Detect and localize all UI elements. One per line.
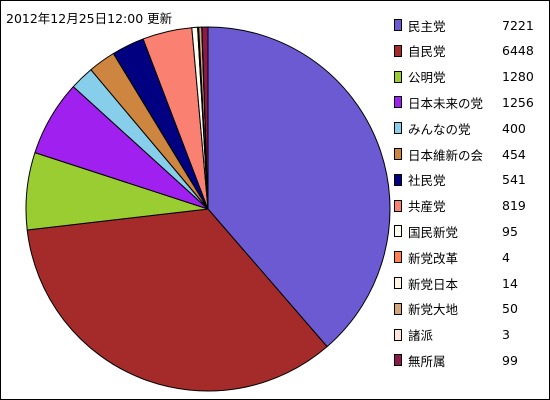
legend-label: 日本維新の会 bbox=[408, 147, 484, 163]
legend-value: 3 bbox=[502, 327, 510, 343]
legend-item: 公明党 1280 bbox=[394, 69, 534, 85]
legend-label: 国民新党 bbox=[408, 224, 459, 240]
legend-value: 541 bbox=[502, 172, 526, 188]
legend-value: 1280 bbox=[502, 69, 534, 85]
legend-item: みんなの党 400 bbox=[394, 120, 526, 137]
legend-swatch bbox=[394, 277, 402, 289]
legend-item: 社民党 541 bbox=[394, 172, 526, 188]
legend-value: 819 bbox=[502, 198, 526, 214]
legend-swatch bbox=[394, 96, 402, 109]
legend-item: 新党日本 14 bbox=[394, 275, 518, 292]
pie-slice-13 bbox=[201, 26, 209, 210]
legend-item: 新党改革 4 bbox=[394, 249, 510, 266]
legend-swatch bbox=[394, 44, 402, 57]
legend-value: 400 bbox=[502, 120, 526, 136]
legend-label: 公明党 bbox=[408, 70, 446, 86]
legend-swatch bbox=[394, 173, 402, 186]
legend-swatch bbox=[394, 122, 402, 135]
legend-swatch bbox=[394, 328, 402, 341]
legend-item: 無所属 99 bbox=[394, 352, 518, 369]
legend-swatch bbox=[394, 302, 402, 315]
legend-swatch bbox=[394, 70, 402, 83]
legend-value: 7221 bbox=[502, 17, 534, 33]
legend-value: 95 bbox=[502, 223, 518, 239]
legend-item: 諸派 3 bbox=[394, 327, 510, 343]
legend-swatch bbox=[394, 225, 402, 238]
legend-label: 新党日本 bbox=[408, 276, 459, 292]
legend-label: 民主党 bbox=[408, 18, 446, 34]
legend-swatch bbox=[394, 251, 402, 264]
legend-value: 4 bbox=[502, 249, 510, 265]
legend-value: 454 bbox=[502, 146, 526, 162]
pie-slice-0 bbox=[207, 26, 391, 348]
legend-label: 日本未来の党 bbox=[408, 95, 484, 111]
legend-label: 諸派 bbox=[408, 328, 434, 344]
legend-swatch bbox=[394, 148, 402, 160]
legend-swatch bbox=[394, 19, 402, 31]
legend-item: 自民党 6448 bbox=[394, 43, 534, 59]
legend-item: 日本未来の党 1256 bbox=[394, 94, 534, 111]
update-timestamp: 2012年12月25日12:00 更新 bbox=[6, 11, 173, 26]
legend-label: 新党大地 bbox=[408, 302, 459, 318]
legend-label: 新党改革 bbox=[408, 250, 459, 266]
legend-value: 14 bbox=[502, 275, 518, 291]
legend-swatch bbox=[394, 199, 402, 212]
legend-label: みんなの党 bbox=[408, 121, 471, 137]
legend-label: 無所属 bbox=[408, 353, 446, 369]
pie-slice-1 bbox=[26, 208, 328, 392]
legend-item: 新党大地 50 bbox=[394, 301, 518, 317]
legend-value: 50 bbox=[502, 301, 518, 317]
legend-value: 1256 bbox=[502, 94, 534, 110]
legend-item: 共産党 819 bbox=[394, 198, 526, 214]
legend-item: 国民新党 95 bbox=[394, 223, 518, 240]
legend-label: 共産党 bbox=[408, 199, 446, 215]
legend-label: 自民党 bbox=[408, 44, 446, 60]
legend-label: 社民党 bbox=[408, 173, 446, 189]
legend-swatch bbox=[394, 354, 402, 367]
legend-item: 民主党 7221 bbox=[394, 17, 534, 34]
legend-value: 99 bbox=[502, 352, 518, 368]
legend-item: 日本維新の会 454 bbox=[394, 146, 526, 163]
legend-value: 6448 bbox=[502, 43, 534, 59]
